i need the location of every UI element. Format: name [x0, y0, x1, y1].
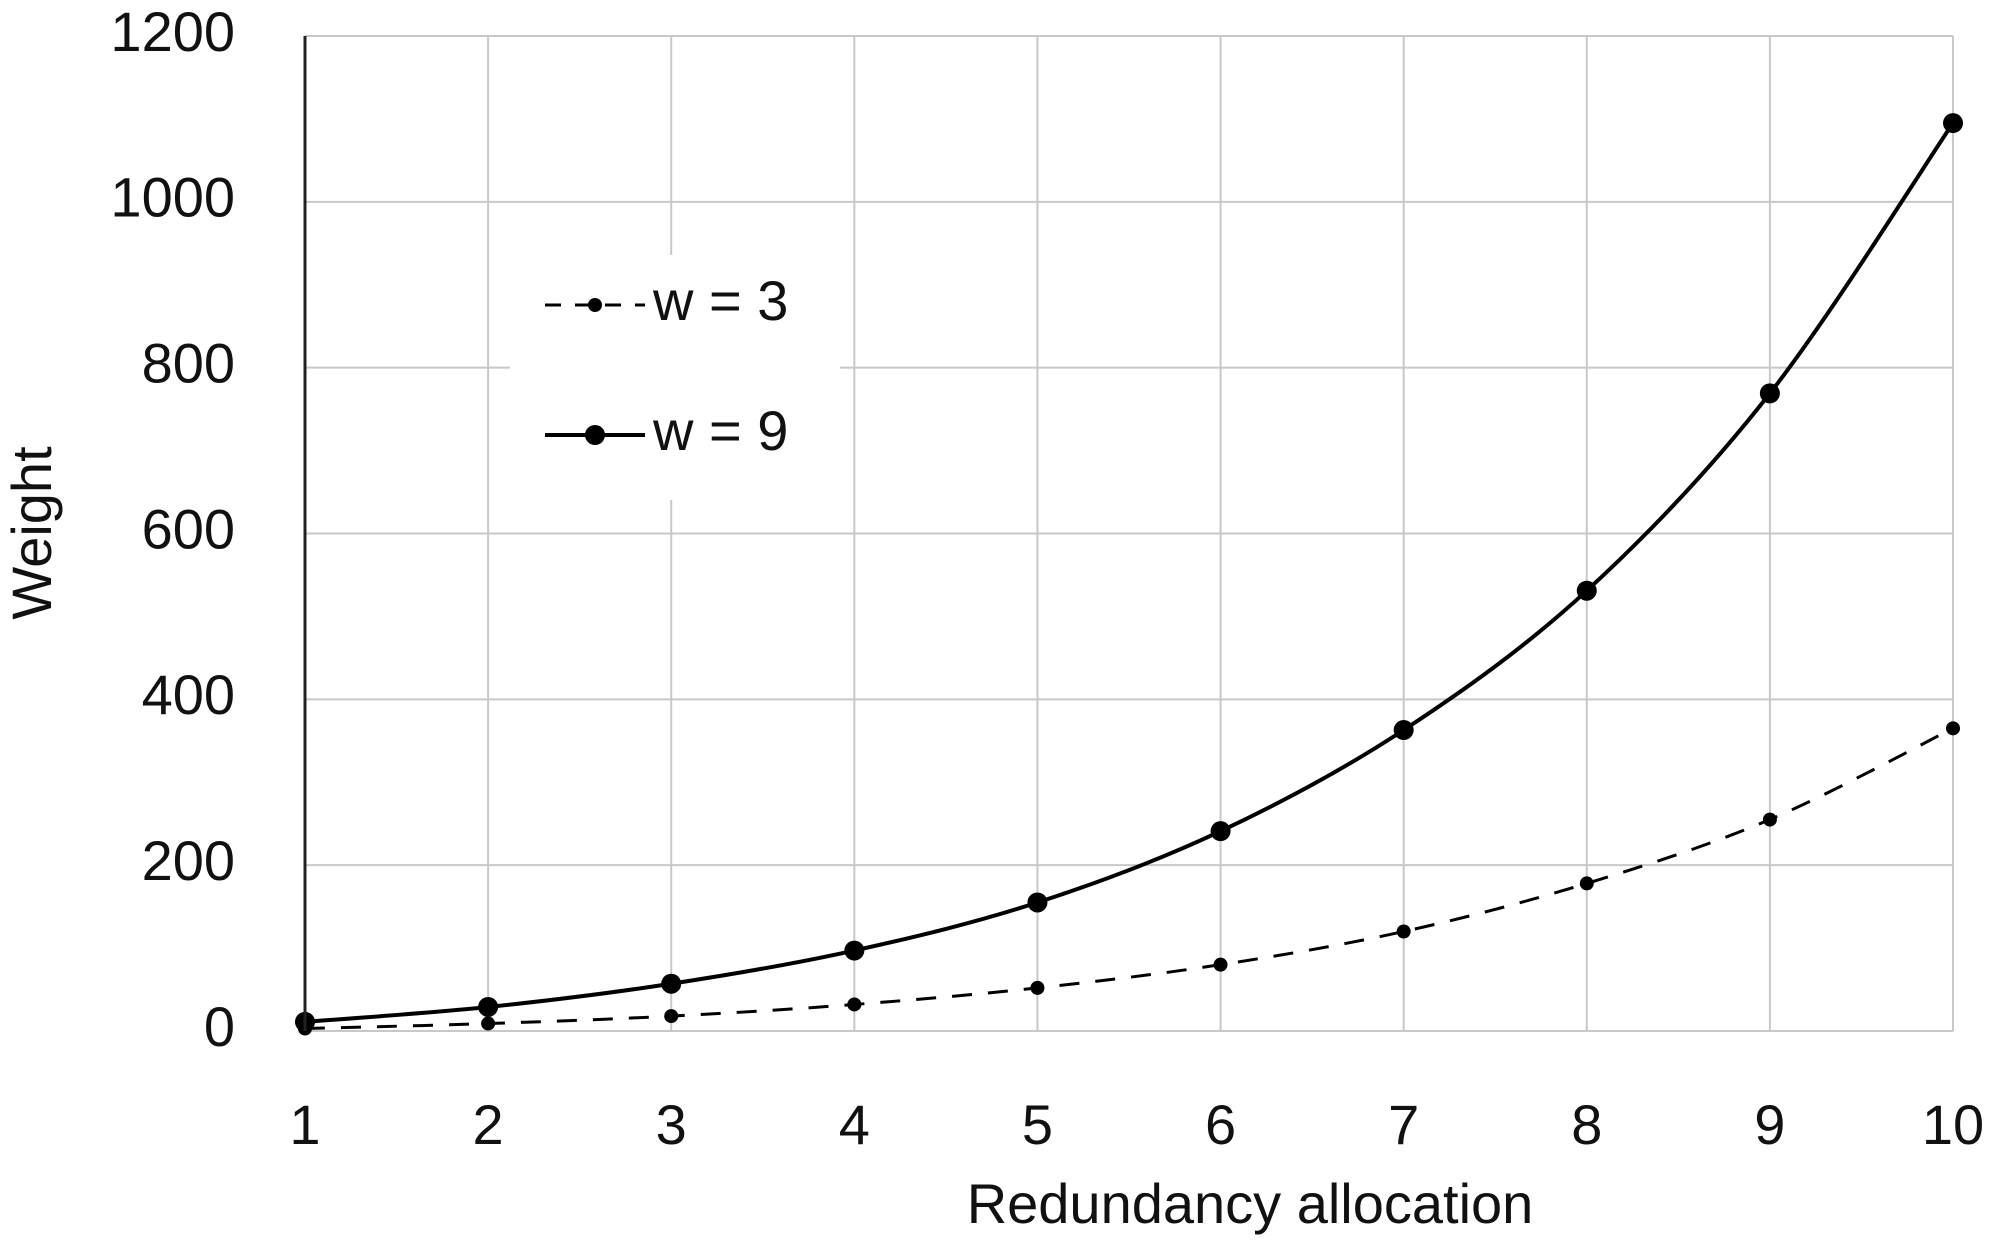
- point: [478, 996, 499, 1017]
- point: [1396, 924, 1411, 939]
- point: [664, 1009, 679, 1024]
- point: [1210, 821, 1231, 842]
- x-axis-label: Redundancy allocation: [967, 1172, 1534, 1235]
- y-tick-label: 400: [142, 663, 235, 726]
- x-tick-label: 4: [839, 1093, 870, 1156]
- plot-area: [295, 113, 1963, 1036]
- y-tick-label: 1200: [110, 0, 235, 63]
- y-tick-label: 200: [142, 829, 235, 892]
- point: [1943, 113, 1963, 134]
- point: [1762, 812, 1777, 827]
- point: [1030, 980, 1045, 995]
- x-tick-label: 3: [656, 1093, 687, 1156]
- point: [844, 940, 865, 961]
- x-tick-label: 7: [1388, 1093, 1419, 1156]
- y-tick-label: 1000: [110, 166, 235, 229]
- y-axis-label: Weight: [0, 446, 63, 620]
- point: [1027, 892, 1048, 913]
- x-tick-label: 9: [1754, 1093, 1785, 1156]
- grid: [304, 35, 1954, 1032]
- x-tick-label: 2: [473, 1093, 504, 1156]
- legend-label: w = 3: [652, 269, 788, 332]
- x-tick-label: 10: [1922, 1093, 1984, 1156]
- x-tick-label: 5: [1022, 1093, 1053, 1156]
- point: [1576, 580, 1597, 601]
- x-tick-label: 8: [1571, 1093, 1602, 1156]
- point: [1393, 720, 1414, 741]
- point: [1213, 957, 1228, 972]
- legend: w = 3 w = 9: [510, 255, 840, 500]
- point: [1759, 383, 1780, 404]
- legend-label: w = 9: [652, 399, 788, 462]
- x-tick-label: 1: [289, 1093, 320, 1156]
- point: [1579, 876, 1594, 891]
- series-line: [304, 121, 1955, 1024]
- y-tick-label: 0: [204, 995, 235, 1058]
- point: [481, 1016, 496, 1031]
- legend-marker: [585, 425, 605, 445]
- legend-marker: [588, 298, 602, 312]
- point: [661, 973, 682, 994]
- point: [847, 997, 862, 1012]
- y-tick-label: 800: [142, 331, 235, 394]
- point: [1946, 721, 1960, 736]
- legend-box: [510, 255, 840, 500]
- x-tick-label: 6: [1205, 1093, 1236, 1156]
- y-tick-label: 600: [142, 497, 235, 560]
- series-line: [304, 727, 1954, 1031]
